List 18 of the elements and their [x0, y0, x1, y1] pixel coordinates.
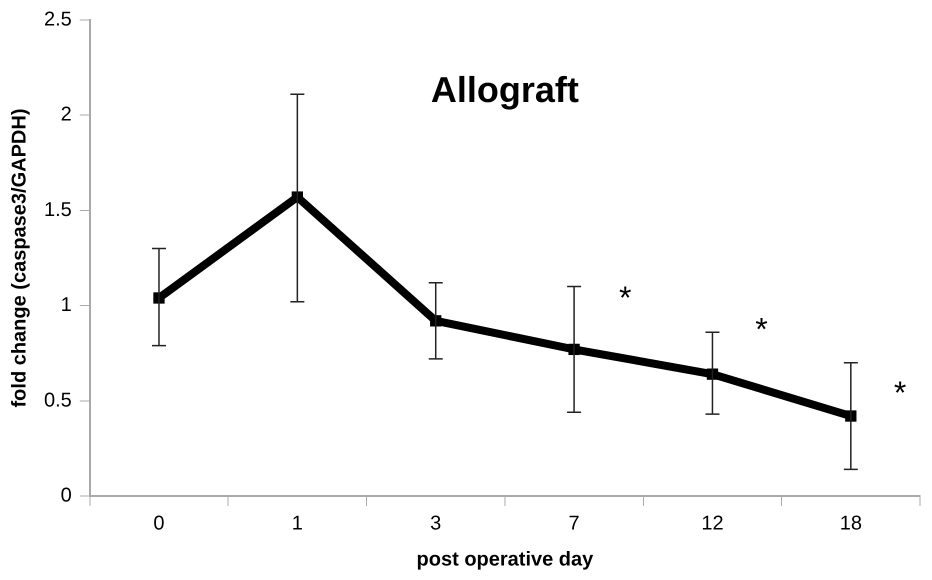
y-tick-label: 0.5: [44, 389, 72, 412]
y-tick-label: 2.5: [44, 8, 72, 31]
text: Allograft: [430, 68, 579, 110]
x-tick-label: 18: [840, 512, 862, 535]
x-axis-title: post operative day: [416, 548, 594, 571]
annotation: *: [894, 374, 906, 411]
x-tick-label: 1: [292, 512, 303, 535]
annotation: *: [619, 280, 632, 316]
y-tick-label: 1.5: [44, 198, 72, 221]
x-tick-label: 12: [701, 512, 724, 535]
y-tick-label: 0: [60, 484, 72, 507]
y-tick-label: 2: [60, 104, 72, 126]
y-tick-label: 1: [60, 294, 72, 316]
x-tick-label: 0: [153, 512, 165, 535]
annotation: *: [755, 310, 768, 347]
x-tick-label: 3: [430, 512, 442, 535]
y-axis-title: fold change (caspase3/GAPDH): [8, 108, 31, 408]
x-tick-label: 7: [568, 512, 580, 535]
